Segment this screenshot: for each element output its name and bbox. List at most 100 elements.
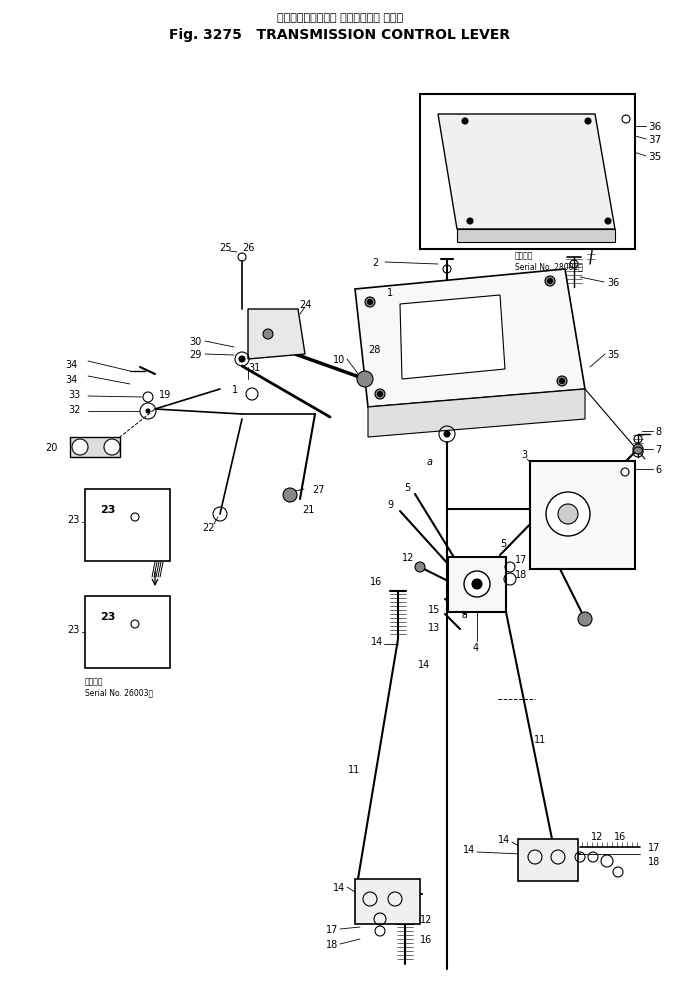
Circle shape xyxy=(375,389,385,399)
Text: 18: 18 xyxy=(515,570,527,580)
Text: 9: 9 xyxy=(387,499,393,510)
Bar xyxy=(448,558,506,613)
Text: 37: 37 xyxy=(648,134,661,144)
Circle shape xyxy=(365,298,375,308)
Circle shape xyxy=(585,119,591,125)
Circle shape xyxy=(467,219,473,225)
Text: 20: 20 xyxy=(46,442,58,452)
Text: 7: 7 xyxy=(655,444,661,454)
Text: 33: 33 xyxy=(68,389,80,399)
Text: 14: 14 xyxy=(418,659,430,669)
Circle shape xyxy=(146,409,150,413)
Text: 36: 36 xyxy=(648,122,661,131)
Circle shape xyxy=(633,444,643,454)
Text: 14: 14 xyxy=(371,636,383,646)
Circle shape xyxy=(462,119,468,125)
Text: 5: 5 xyxy=(500,539,506,549)
Text: 27: 27 xyxy=(311,484,324,494)
Text: a: a xyxy=(427,456,433,466)
Text: 12: 12 xyxy=(420,914,432,924)
Bar xyxy=(355,879,420,924)
Circle shape xyxy=(263,330,273,340)
Text: 35: 35 xyxy=(648,151,661,161)
Text: 5: 5 xyxy=(404,482,410,492)
Circle shape xyxy=(367,300,373,305)
Circle shape xyxy=(415,563,425,573)
Text: 21: 21 xyxy=(302,505,314,515)
Text: 22: 22 xyxy=(202,523,214,533)
Polygon shape xyxy=(400,296,505,379)
Text: 30: 30 xyxy=(189,337,201,347)
Text: 23: 23 xyxy=(67,515,80,525)
Text: 19: 19 xyxy=(159,389,171,399)
Text: 11: 11 xyxy=(347,764,360,774)
Text: 3: 3 xyxy=(521,449,527,459)
Text: 14: 14 xyxy=(463,845,475,855)
Text: 6: 6 xyxy=(655,464,661,474)
Text: 17: 17 xyxy=(515,555,528,565)
Text: 12: 12 xyxy=(591,831,603,842)
Bar xyxy=(420,95,635,250)
Circle shape xyxy=(558,505,578,525)
Text: 34: 34 xyxy=(65,360,78,370)
Text: 29: 29 xyxy=(189,350,201,360)
Text: Serial No. 28001～: Serial No. 28001～ xyxy=(515,262,583,271)
Text: 専用番機: 専用番機 xyxy=(515,251,534,260)
Text: 13: 13 xyxy=(428,623,440,632)
Text: 35: 35 xyxy=(607,350,619,360)
Circle shape xyxy=(444,431,450,437)
Text: 14: 14 xyxy=(498,834,510,845)
Circle shape xyxy=(72,439,88,455)
Circle shape xyxy=(283,488,297,503)
Circle shape xyxy=(546,492,590,537)
Text: 1: 1 xyxy=(232,384,238,394)
Circle shape xyxy=(545,277,555,287)
Text: 16: 16 xyxy=(370,577,382,587)
Polygon shape xyxy=(248,310,305,360)
Text: 17: 17 xyxy=(648,843,660,853)
Circle shape xyxy=(472,580,482,590)
Circle shape xyxy=(357,372,373,387)
Circle shape xyxy=(605,219,611,225)
Polygon shape xyxy=(457,230,615,243)
Text: 16: 16 xyxy=(420,934,432,944)
Text: 23: 23 xyxy=(67,625,80,634)
Text: 28: 28 xyxy=(368,345,380,355)
Text: 31: 31 xyxy=(248,363,260,373)
Text: 23: 23 xyxy=(100,505,116,515)
Text: 24: 24 xyxy=(299,300,311,310)
Polygon shape xyxy=(355,270,585,407)
Circle shape xyxy=(578,613,592,627)
Text: 17: 17 xyxy=(326,924,338,934)
Text: 適用番機: 適用番機 xyxy=(85,677,103,686)
Polygon shape xyxy=(438,115,615,230)
Circle shape xyxy=(464,572,490,598)
Text: 11: 11 xyxy=(534,734,546,744)
Text: 34: 34 xyxy=(65,375,78,384)
Circle shape xyxy=(547,279,552,284)
Circle shape xyxy=(377,392,383,397)
Polygon shape xyxy=(70,437,120,457)
Text: 16: 16 xyxy=(614,831,626,842)
Text: 1: 1 xyxy=(387,288,393,298)
Text: 12: 12 xyxy=(402,553,414,563)
Text: Fig. 3275   TRANSMISSION CONTROL LEVER: Fig. 3275 TRANSMISSION CONTROL LEVER xyxy=(169,28,511,42)
Text: 25: 25 xyxy=(219,243,231,253)
Text: 8: 8 xyxy=(655,426,661,436)
Text: 10: 10 xyxy=(333,355,345,365)
Bar xyxy=(85,597,170,668)
Circle shape xyxy=(560,379,564,384)
Polygon shape xyxy=(368,389,585,437)
Text: 36: 36 xyxy=(607,278,619,288)
Circle shape xyxy=(104,439,120,455)
Bar xyxy=(85,489,170,562)
Text: 2: 2 xyxy=(372,258,378,268)
Text: a: a xyxy=(462,610,468,620)
Text: 23: 23 xyxy=(100,612,116,622)
Text: 4: 4 xyxy=(473,642,479,652)
Text: 15: 15 xyxy=(428,605,440,615)
Circle shape xyxy=(557,376,567,386)
Text: Serial No. 26003～: Serial No. 26003～ xyxy=(85,688,153,697)
Text: 32: 32 xyxy=(68,404,80,414)
Text: 14: 14 xyxy=(333,882,345,892)
